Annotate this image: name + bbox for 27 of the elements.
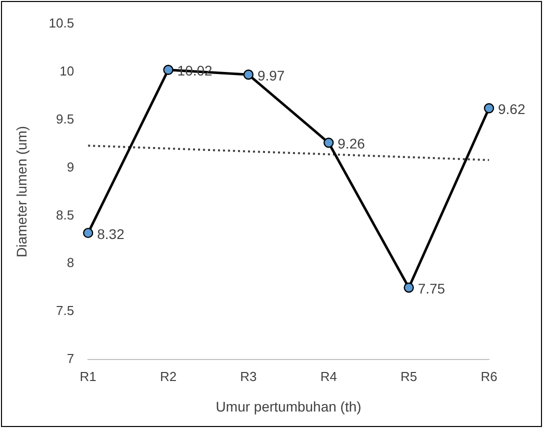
x-tick-label: R1 [80,368,96,384]
y-tick-label: 7.5 [56,303,74,318]
data-label: 9.26 [338,136,366,152]
x-tick-label: R4 [320,368,337,384]
data-label: 7.75 [418,280,446,296]
point [243,70,254,80]
y-axis-title: Diameter lumen (um) [13,126,30,258]
point [404,282,414,293]
y-tick-label: 7 [66,351,74,366]
data-label: 8.32 [97,226,125,242]
point [83,228,94,238]
x-tick-label: R6 [480,368,498,384]
y-tick-label: 9.5 [56,111,74,126]
y-tick-label: 8 [66,255,74,270]
point [163,64,174,75]
y-tick-label: 10 [60,63,74,78]
x-tick-label: R5 [400,368,418,384]
data-label: 9.62 [498,101,526,118]
y-tick-label: 9 [66,159,74,174]
point [324,138,334,148]
y-tick-label: 8.5 [56,207,74,222]
x-axis-title: Umur pertumbuhan (th) [216,398,362,414]
x-tick-label: R3 [240,368,257,384]
y-tick-label: 10.5 [48,15,74,30]
x-tick-label: R2 [160,368,177,384]
point [484,103,494,114]
data-label: 9.97 [257,68,285,84]
